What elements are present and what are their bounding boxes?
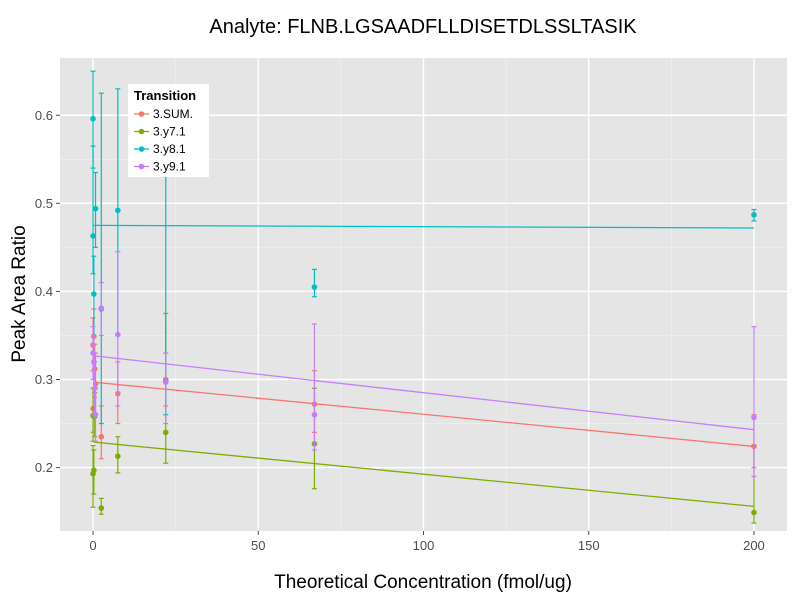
legend-label: 3.y9.1 (153, 160, 186, 174)
y-tick-label: 0.6 (35, 108, 53, 123)
y-axis: 0.2 0.3 0.4 0.5 0.6 (35, 108, 60, 475)
chart-title: Analyte: FLNB.LGSAADFLLDISETDLSSLTASIK (209, 16, 637, 38)
x-tick-label: 150 (578, 538, 600, 553)
data-point (91, 291, 97, 297)
legend-items: 3.SUM. 3.y7.1 3.y8.1 3.y9.1 (134, 107, 193, 174)
fit-line (92, 381, 755, 448)
legend-key-point (138, 111, 145, 117)
x-tick-label: 100 (413, 538, 435, 553)
data-point (92, 411, 99, 418)
data-point (751, 211, 757, 218)
legend-label: 3.y7.1 (153, 125, 186, 139)
x-tick-label: 0 (89, 538, 96, 553)
data-point (162, 379, 169, 385)
data-point (115, 453, 121, 459)
data-point (311, 284, 318, 290)
legend-item: 3.y9.1 (134, 160, 186, 174)
data-point (311, 411, 318, 418)
data-point (90, 233, 96, 239)
legend-item: 3.y8.1 (134, 142, 186, 156)
legend-key-point (138, 163, 145, 170)
legend: Transition 3.SUM. 3.y7.1 3.y8.1 3.y9.1 (128, 84, 209, 177)
data-layer (90, 70, 757, 524)
data-point (91, 467, 97, 474)
y-tick-label: 0.3 (35, 372, 53, 387)
x-tick-label: 50 (251, 538, 265, 553)
x-tick-label: 200 (743, 538, 765, 553)
legend-item: 3.SUM. (134, 107, 193, 121)
legend-title: Transition (134, 88, 196, 103)
data-point (751, 509, 757, 516)
data-point (90, 115, 96, 122)
legend-key-point (138, 128, 145, 135)
fit-line (92, 355, 755, 431)
x-axis: 0 50 100 150 200 (89, 531, 765, 553)
fit-line (93, 224, 754, 229)
legend-item: 3.y7.1 (134, 125, 186, 139)
series-3.y8.1 (90, 70, 757, 425)
y-tick-label: 0.2 (35, 460, 53, 475)
data-point (751, 414, 757, 421)
data-point (90, 350, 96, 356)
data-point (98, 305, 105, 311)
legend-key-point (138, 146, 145, 152)
legend-label: 3.y8.1 (153, 142, 186, 156)
legend-label: 3.SUM. (153, 107, 193, 121)
data-point (98, 505, 105, 511)
data-point (98, 433, 105, 440)
y-tick-label: 0.5 (35, 196, 53, 211)
x-axis-title: Theoretical Concentration (fmol/ug) (274, 572, 572, 593)
data-point (162, 429, 169, 436)
data-point (92, 205, 99, 212)
y-tick-label: 0.4 (35, 284, 53, 299)
y-axis-title: Peak Area Ratio (9, 225, 30, 362)
series-3.y9.1 (90, 251, 757, 477)
data-point (115, 331, 121, 338)
fit-line (92, 441, 755, 507)
data-point (115, 207, 121, 214)
